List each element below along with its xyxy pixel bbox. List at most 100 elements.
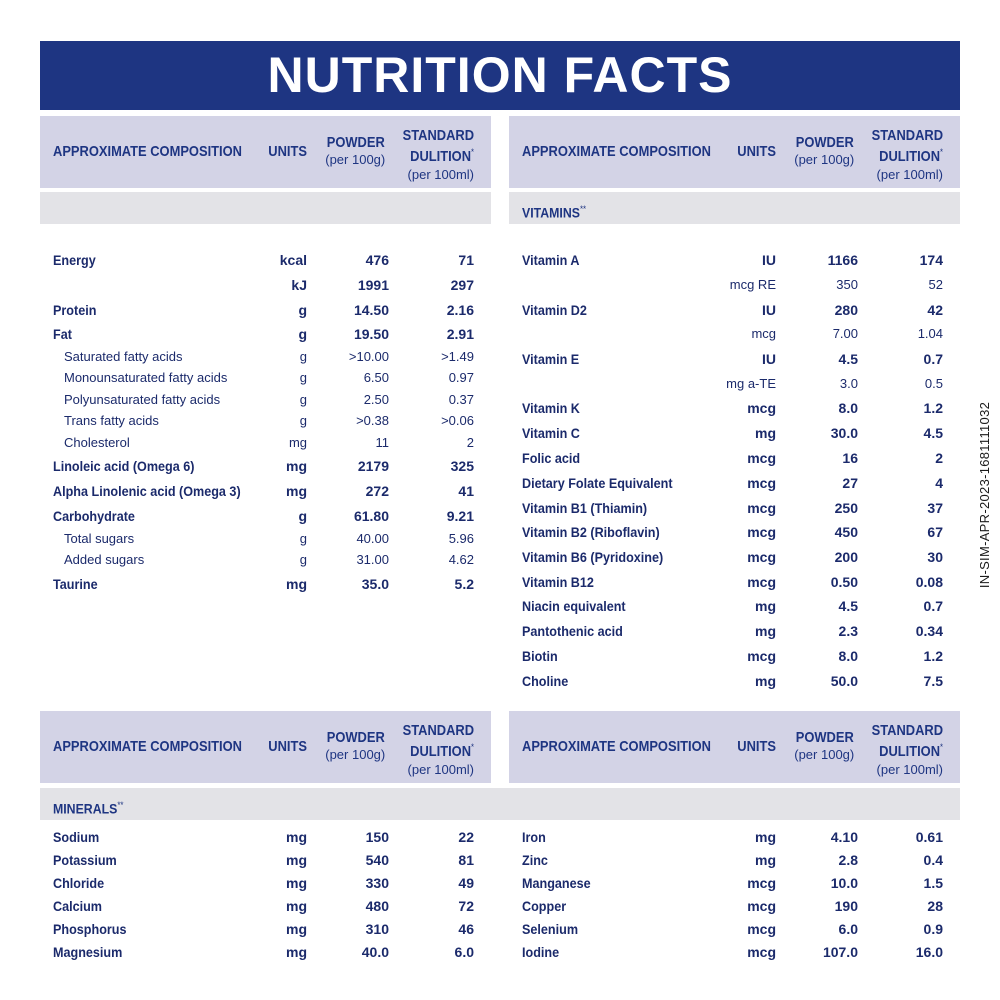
header-units: UNITS bbox=[268, 738, 307, 755]
powder-value: 8.0 bbox=[838, 400, 858, 416]
nutrient-name: Total sugars bbox=[64, 531, 135, 546]
unit-cell: mg bbox=[286, 852, 307, 868]
dilution-value: 72 bbox=[458, 898, 474, 914]
header-powder: POWDER (per 100g) bbox=[791, 729, 859, 762]
dilution-value: 71 bbox=[458, 252, 474, 268]
powder-value: 0.50 bbox=[830, 574, 858, 590]
powder-value: 2.8 bbox=[838, 852, 858, 868]
header-powder-sub: (per 100g) bbox=[794, 152, 855, 167]
header-standard-l2: DULITION* bbox=[410, 742, 474, 760]
powder-value: 27 bbox=[842, 475, 858, 491]
dilution-value: 2 bbox=[466, 435, 474, 450]
powder-value: 480 bbox=[365, 898, 389, 914]
powder-value: 1166 bbox=[827, 252, 858, 268]
composition-table: Energy kcal 476 71 kJ 1991 297 Protein g 14.50 2.1… bbox=[40, 252, 491, 592]
dilution-value: 0.34 bbox=[915, 623, 943, 639]
dilution-value: 4.62 bbox=[448, 552, 474, 567]
table-row: Iron mg 4.10 0.61 bbox=[509, 829, 960, 851]
nutrient-name: Vitamin B12 bbox=[522, 574, 594, 590]
powder-value: 350 bbox=[836, 277, 858, 292]
table-row: Carbohydrate g 61.80 9.21 bbox=[40, 508, 491, 530]
nutrient-name: Vitamin K bbox=[522, 400, 580, 416]
unit-cell: g bbox=[299, 413, 307, 428]
unit-cell: g bbox=[299, 349, 307, 364]
table-row: mcg RE 350 52 bbox=[509, 277, 960, 299]
unit-cell: mcg bbox=[747, 400, 776, 416]
powder-value: 61.80 bbox=[353, 508, 389, 524]
powder-value: 2.3 bbox=[838, 623, 858, 639]
nutrient-name: Magnesium bbox=[53, 944, 123, 960]
table-row: Niacin equivalent mg 4.5 0.7 bbox=[509, 598, 960, 620]
nutrient-name: Saturated fatty acids bbox=[64, 349, 183, 364]
table-row: mg a-TE 3.0 0.5 bbox=[509, 376, 960, 398]
dilution-value: 0.08 bbox=[915, 574, 943, 590]
powder-value: 16 bbox=[842, 450, 858, 466]
nutrient-name: Protein bbox=[53, 302, 97, 318]
column-header-bottom-left: APPROXIMATE COMPOSITION UNITS POWDER (per… bbox=[40, 711, 491, 783]
table-row: Zinc mg 2.8 0.4 bbox=[509, 852, 960, 874]
header-standard-l1: STANDARD bbox=[871, 127, 943, 144]
dilution-value: 22 bbox=[458, 829, 474, 845]
powder-value: 540 bbox=[365, 852, 389, 868]
unit-cell: g bbox=[298, 326, 307, 342]
powder-value: 190 bbox=[834, 898, 858, 914]
nutrient-name: Energy bbox=[53, 252, 96, 268]
dilution-value: 1.2 bbox=[923, 648, 943, 664]
powder-value: 150 bbox=[365, 829, 389, 845]
nutrient-name: Copper bbox=[522, 898, 567, 914]
powder-value: 4.5 bbox=[838, 598, 858, 614]
unit-cell: mg bbox=[755, 425, 776, 441]
nutrient-name: Vitamin C bbox=[522, 425, 580, 441]
powder-value: 40.0 bbox=[361, 944, 389, 960]
header-standard: STANDARD DULITION* (per 100ml) bbox=[391, 127, 474, 182]
nutrient-name: Monounsaturated fatty acids bbox=[64, 370, 228, 385]
nutrient-name: Biotin bbox=[522, 648, 558, 664]
unit-cell: mg bbox=[755, 673, 776, 689]
header-composition: APPROXIMATE COMPOSITION bbox=[53, 143, 242, 160]
minerals-table-right: Iron mg 4.10 0.61 Zinc mg 2.8 0.4 Manganese mcg 10… bbox=[509, 829, 960, 969]
nutrient-name: Vitamin B6 (Pyridoxine) bbox=[522, 549, 664, 565]
dilution-value: 6.0 bbox=[454, 944, 474, 960]
table-row: Manganese mcg 10.0 1.5 bbox=[509, 875, 960, 897]
dilution-value: 174 bbox=[919, 252, 943, 268]
table-row: Alpha Linolenic acid (Omega 3) mg 272 41 bbox=[40, 483, 491, 505]
unit-cell: mcg bbox=[747, 574, 776, 590]
dilution-value: 5.2 bbox=[454, 576, 474, 592]
unit-cell: mcg bbox=[747, 500, 776, 516]
minerals-table-left: Sodium mg 150 22 Potassium mg 540 81 Chloride mg 3… bbox=[40, 829, 491, 969]
unit-cell: g bbox=[299, 531, 307, 546]
dilution-value: 2.16 bbox=[446, 302, 474, 318]
column-header-top-right: APPROXIMATE COMPOSITION UNITS POWDER (per… bbox=[509, 116, 960, 188]
header-standard-l2: DULITION* bbox=[879, 742, 943, 760]
nutrient-name: Fat bbox=[53, 326, 72, 342]
table-row: Biotin mcg 8.0 1.2 bbox=[509, 648, 960, 670]
nutrient-name: Folic acid bbox=[522, 450, 581, 466]
header-standard-sub: (per 100ml) bbox=[876, 762, 943, 777]
section-marker: ** bbox=[117, 800, 124, 810]
header-standard-l1: STANDARD bbox=[402, 722, 474, 739]
nutrient-name: Zinc bbox=[522, 852, 548, 868]
table-row: Copper mcg 190 28 bbox=[509, 898, 960, 920]
dilution-value: 67 bbox=[927, 524, 943, 540]
table-row: Calcium mg 480 72 bbox=[40, 898, 491, 920]
header-standard-mark: * bbox=[939, 742, 943, 752]
header-composition: APPROXIMATE COMPOSITION bbox=[53, 738, 242, 755]
header-standard-l2: DULITION* bbox=[879, 147, 943, 165]
powder-value: 10.0 bbox=[830, 875, 858, 891]
table-row: Cholesterol mg 11 2 bbox=[40, 435, 491, 457]
unit-cell: mg a-TE bbox=[726, 376, 776, 391]
header-powder: POWDER (per 100g) bbox=[322, 134, 390, 167]
table-row: mcg 7.00 1.04 bbox=[509, 326, 960, 348]
dilution-value: 2 bbox=[935, 450, 943, 466]
nutrient-name: Alpha Linolenic acid (Omega 3) bbox=[53, 483, 241, 499]
section-bar-vitamins: VITAMINS** bbox=[509, 192, 960, 224]
table-row: Linoleic acid (Omega 6) mg 2179 325 bbox=[40, 458, 491, 480]
dilution-value: 4 bbox=[935, 475, 943, 491]
nutrient-name: Pantothenic acid bbox=[522, 623, 623, 639]
unit-cell: mcg bbox=[751, 326, 776, 341]
table-row: Choline mg 50.0 7.5 bbox=[509, 673, 960, 695]
unit-cell: IU bbox=[762, 252, 776, 268]
side-code: IN-SIM-APR-2023-1681111032 bbox=[977, 401, 992, 589]
table-row: Vitamin B12 mcg 0.50 0.08 bbox=[509, 574, 960, 596]
dilution-value: 0.5 bbox=[924, 376, 943, 391]
